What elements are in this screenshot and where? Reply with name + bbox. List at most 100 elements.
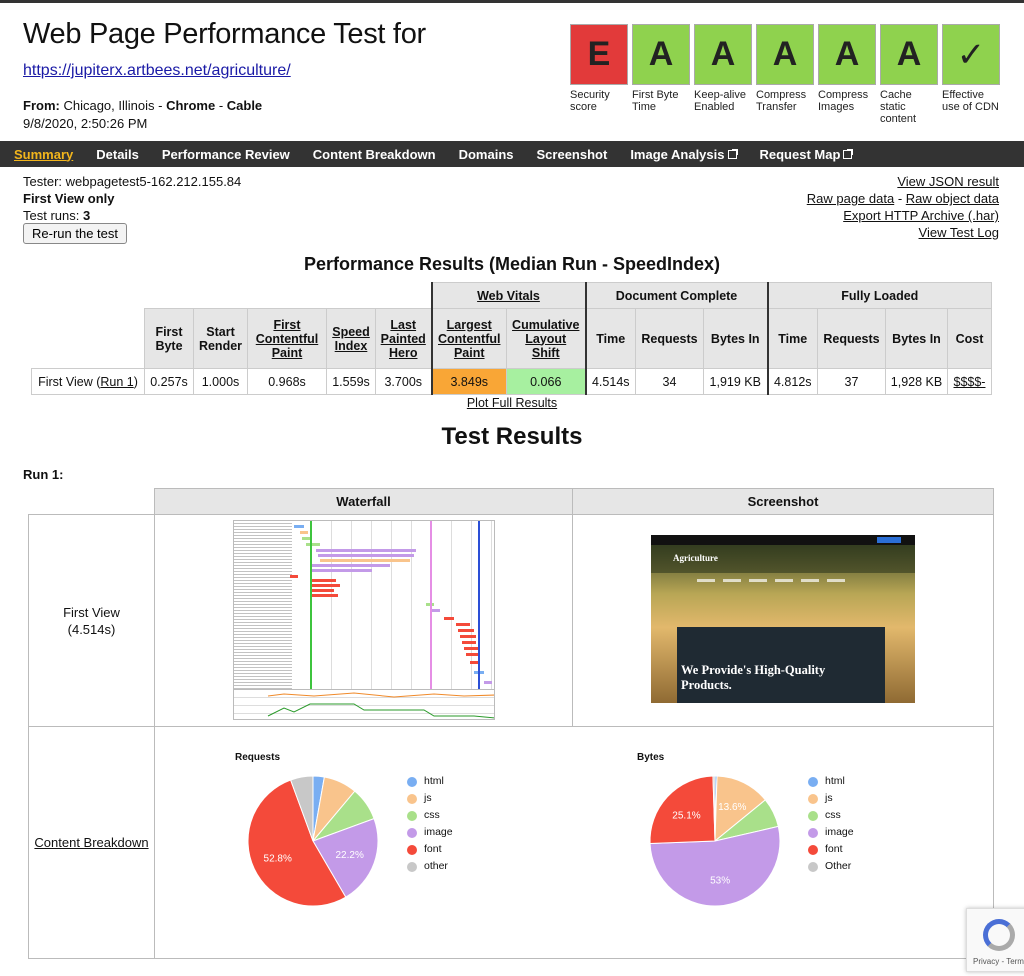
lcp-header[interactable]: Largest Contentful Paint [430,308,507,369]
results-table: Waterfall Screenshot First View (4.514s) [28,488,994,959]
grade-box[interactable]: A [818,24,876,85]
cost-header: Cost [947,308,992,369]
pie-data-label: 53% [710,876,730,887]
first-view-time: (4.514s) [67,621,116,637]
legend-item-other: other [407,858,453,875]
grade-label: Keep-alive Enabled [694,89,746,113]
grade-first-byte[interactable]: A First Byte Time [632,24,690,125]
grade-box[interactable]: E [570,24,628,85]
cls-header[interactable]: Cumulative Layout Shift [506,308,587,369]
pie-data-label: 25.1% [672,810,700,821]
legend-item-image: image [407,824,453,841]
pie-slice-font [649,775,716,844]
test-log-link[interactable]: View Test Log [918,225,999,240]
grade-keep-alive[interactable]: A Keep-alive Enabled [694,24,752,125]
document-complete-header: Document Complete [585,282,769,309]
legend-label: other [424,860,448,872]
nav-content-breakdown[interactable]: Content Breakdown [312,146,436,162]
screenshot-panel [677,627,885,703]
pie-slice-image [649,825,781,907]
dc-time-header: Time [585,308,636,369]
legend-swatch [808,827,818,838]
nav-domains[interactable]: Domains [458,146,514,162]
raw-object-link[interactable]: Raw object data [905,191,999,206]
grade-compress-transfer[interactable]: A Compress Transfer [756,24,814,125]
waterfall-bar [310,584,340,587]
test-url-link[interactable]: https://jupiterx.artbees.net/agriculture… [23,62,291,79]
waterfall-header: Waterfall [154,488,573,515]
pie-slice-js [714,775,767,843]
bytes-pie-title: Bytes [637,752,665,763]
first-byte-header: First Byte [144,308,194,369]
first-view-label: First View [63,604,120,620]
waterfall-bar [290,575,298,578]
waterfall-bar [310,589,334,592]
nav-summary[interactable]: Summary [14,146,74,162]
recaptcha-icon [983,919,1015,951]
rerun-button[interactable]: Re-run the test [23,223,127,244]
legend-swatch [407,793,417,804]
dc-bytes-value: 1,919 KB [703,368,769,395]
content-breakdown-link[interactable]: Content Breakdown [34,835,149,850]
waterfall-bar [306,543,320,546]
web-vitals-header[interactable]: Web Vitals [430,282,587,309]
recaptcha-text[interactable]: Privacy - Terms [973,957,1024,966]
start-render-value: 1.000s [193,368,248,395]
nav-image-analysis[interactable]: Image Analysis [630,147,738,162]
legend-label: css [424,809,440,821]
legend-label: js [424,792,432,804]
waterfall-bar [310,579,336,582]
recaptcha-badge[interactable]: Privacy - Terms [966,908,1024,972]
grade-security[interactable]: E Security score [570,24,628,125]
top-border [0,0,1024,3]
waterfall-bar [460,635,476,638]
waterfall-bar [464,647,478,650]
first-view-only: First View only [23,191,115,206]
grade-box[interactable]: A [880,24,938,85]
nav-request-map[interactable]: Request Map [760,147,854,162]
legend-item-image: image [808,824,854,841]
page-screenshot[interactable]: Agriculture We Provide's High-Quality Pro… [651,535,915,703]
lph-header[interactable]: Last Painted Hero [375,308,432,369]
legend-swatch [808,793,818,804]
legend-item-html: html [808,773,854,790]
performance-title: Performance Results (Median Run - SpeedI… [303,254,721,274]
raw-page-link[interactable]: Raw page data [806,191,895,206]
dc-time-value: 4.514s [585,368,636,395]
run-1-link[interactable]: Run 1 [100,374,134,389]
waterfall-utilization [234,689,494,719]
legend-item-other: Other [808,858,854,875]
screenshot-logo: Agriculture [673,553,718,563]
legend-label: image [424,826,453,838]
screenshot-buy-button [877,537,901,543]
checkmark-icon[interactable]: ✓ [942,24,1000,85]
plot-full-results-link[interactable]: Plot Full Results [466,396,558,410]
pie-slice-other [289,775,314,842]
nav-performance-review[interactable]: Performance Review [161,146,290,162]
export-har-link[interactable]: Export HTTP Archive (.har) [843,208,999,223]
start-render-line [310,521,312,719]
cost-link[interactable]: $$$$- [947,368,992,395]
grade-label: Cache static content [880,89,917,125]
first-byte-value: 0.257s [144,368,194,395]
nav-details[interactable]: Details [96,146,139,162]
pie-slice-image [312,817,379,898]
legend-label: html [825,775,845,787]
legend-label: html [424,775,444,787]
waterfall-thumbnail[interactable] [233,520,495,720]
legend-label: font [825,843,843,855]
fully-loaded-header: Fully Loaded [767,282,992,309]
legend-item-css: css [808,807,854,824]
grade-box[interactable]: A [694,24,752,85]
speed-index-header[interactable]: Speed Index [326,308,376,369]
grade-compress-images[interactable]: A Compress Images [818,24,876,125]
grade-cache-static[interactable]: A Cache static content [880,24,938,125]
view-json-link[interactable]: View JSON result [897,174,999,189]
legend-swatch [808,844,818,855]
grade-cdn[interactable]: ✓ Effective use of CDN [942,24,1000,125]
grade-box[interactable]: A [632,24,690,85]
lcp-line [430,521,432,719]
fcp-header[interactable]: First Contentful Paint [247,308,327,369]
grade-box[interactable]: A [756,24,814,85]
nav-screenshot[interactable]: Screenshot [536,146,608,162]
